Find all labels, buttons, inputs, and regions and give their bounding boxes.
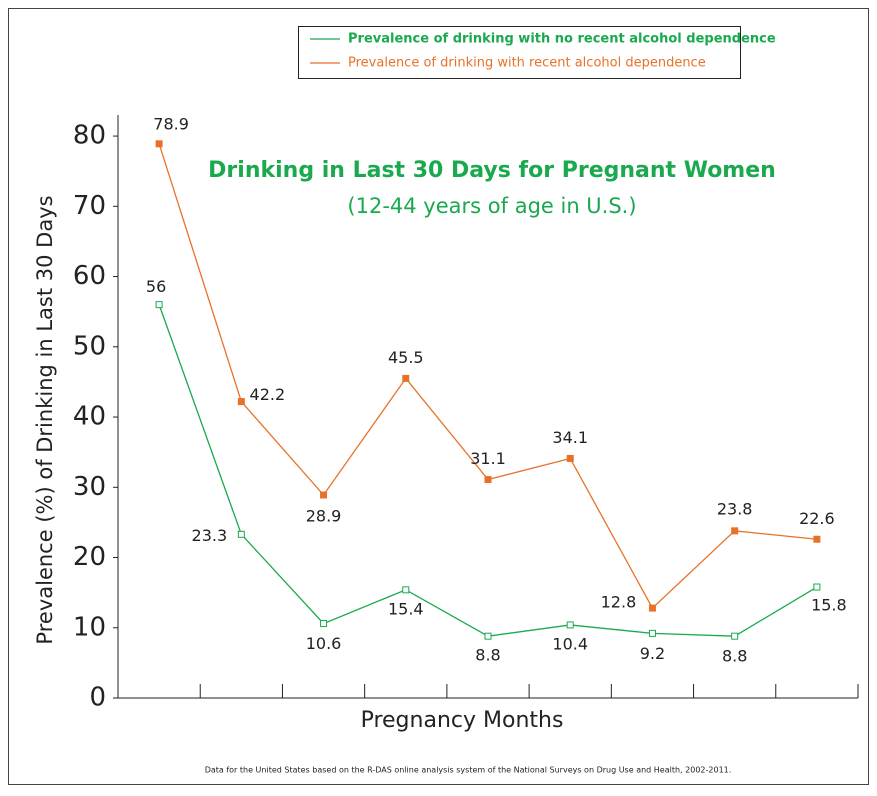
data-label: 10.6 <box>306 634 342 653</box>
data-point <box>484 632 492 640</box>
data-label: 8.8 <box>475 646 500 665</box>
data-label: 10.4 <box>552 634 588 653</box>
data-label: 23.8 <box>717 499 753 518</box>
legend-label: Prevalence of drinking with recent alcoh… <box>348 56 706 71</box>
data-point <box>155 140 163 148</box>
data-point <box>648 629 656 637</box>
y-tick-label: 70 <box>73 191 106 221</box>
data-point <box>237 530 245 538</box>
data-label: 42.2 <box>250 385 286 404</box>
data-point <box>731 632 739 640</box>
x-axis-label: Pregnancy Months <box>361 708 564 733</box>
data-point <box>237 398 245 406</box>
data-point <box>402 374 410 382</box>
legend-box <box>298 26 741 79</box>
chart-subtitle: (12-44 years of age in U.S.) <box>347 194 636 218</box>
data-label: 28.9 <box>306 507 342 526</box>
y-tick-label: 80 <box>73 121 106 151</box>
data-point <box>813 535 821 543</box>
data-point <box>155 301 163 309</box>
frame <box>8 8 869 785</box>
data-label: 8.8 <box>722 647 747 666</box>
data-label: 56 <box>146 277 166 296</box>
data-point <box>402 586 410 594</box>
y-tick-label: 50 <box>73 331 106 361</box>
y-axis-label: Prevalence (%) of Drinking in Last 30 Da… <box>33 195 57 644</box>
y-tick-label: 30 <box>73 472 106 502</box>
data-label: 23.3 <box>192 526 228 545</box>
data-label: 34.1 <box>552 428 588 447</box>
data-point <box>566 454 574 462</box>
data-point <box>484 476 492 484</box>
data-label: 31.1 <box>470 449 506 468</box>
data-label: 45.5 <box>388 348 424 367</box>
y-tick-label: 10 <box>73 612 106 642</box>
y-tick-label: 0 <box>89 683 106 713</box>
y-tick-label: 40 <box>73 402 106 432</box>
data-label: 22.6 <box>799 509 835 528</box>
y-tick-label: 60 <box>73 261 106 291</box>
data-label: 78.9 <box>153 114 189 133</box>
data-point <box>320 491 328 499</box>
footnote: Data for the United States based on the … <box>205 766 732 775</box>
legend-label: Prevalence of drinking with no recent al… <box>348 32 776 47</box>
data-label: 15.8 <box>811 596 847 615</box>
data-point <box>648 604 656 612</box>
y-tick-label: 20 <box>73 542 106 572</box>
data-point <box>320 620 328 628</box>
data-point <box>731 527 739 535</box>
data-label: 9.2 <box>640 644 665 663</box>
chart-title: Drinking in Last 30 Days for Pregnant Wo… <box>208 158 776 183</box>
data-label: 15.4 <box>388 599 424 618</box>
series-line <box>158 304 818 637</box>
data-point <box>813 583 821 591</box>
data-label: 12.8 <box>601 593 637 612</box>
data-point <box>566 621 574 629</box>
